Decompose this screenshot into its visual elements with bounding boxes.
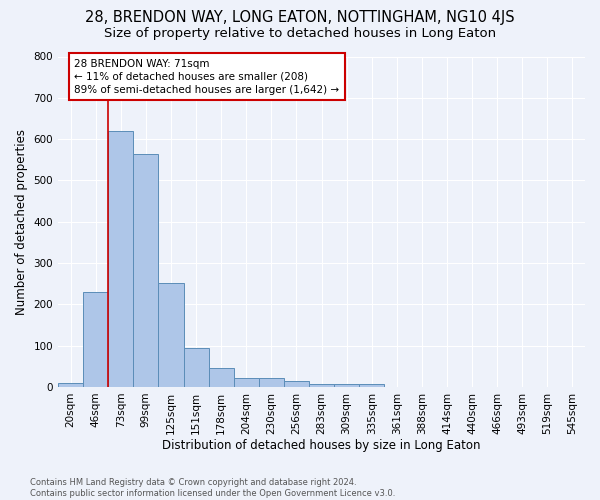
Bar — [133, 154, 158, 387]
Bar — [184, 348, 209, 387]
Bar — [58, 383, 83, 387]
Text: 28, BRENDON WAY, LONG EATON, NOTTINGHAM, NG10 4JS: 28, BRENDON WAY, LONG EATON, NOTTINGHAM,… — [85, 10, 515, 25]
Text: Size of property relative to detached houses in Long Eaton: Size of property relative to detached ho… — [104, 28, 496, 40]
Text: 28 BRENDON WAY: 71sqm
← 11% of detached houses are smaller (208)
89% of semi-det: 28 BRENDON WAY: 71sqm ← 11% of detached … — [74, 58, 340, 95]
Bar — [83, 292, 108, 387]
Bar — [334, 384, 359, 387]
Bar — [158, 283, 184, 387]
Bar — [233, 378, 259, 387]
Bar — [359, 384, 384, 387]
Bar — [284, 381, 309, 387]
Bar — [108, 131, 133, 387]
Bar — [309, 384, 334, 387]
Bar — [209, 368, 233, 387]
Text: Contains HM Land Registry data © Crown copyright and database right 2024.
Contai: Contains HM Land Registry data © Crown c… — [30, 478, 395, 498]
Y-axis label: Number of detached properties: Number of detached properties — [15, 128, 28, 314]
Bar — [259, 378, 284, 387]
X-axis label: Distribution of detached houses by size in Long Eaton: Distribution of detached houses by size … — [162, 440, 481, 452]
